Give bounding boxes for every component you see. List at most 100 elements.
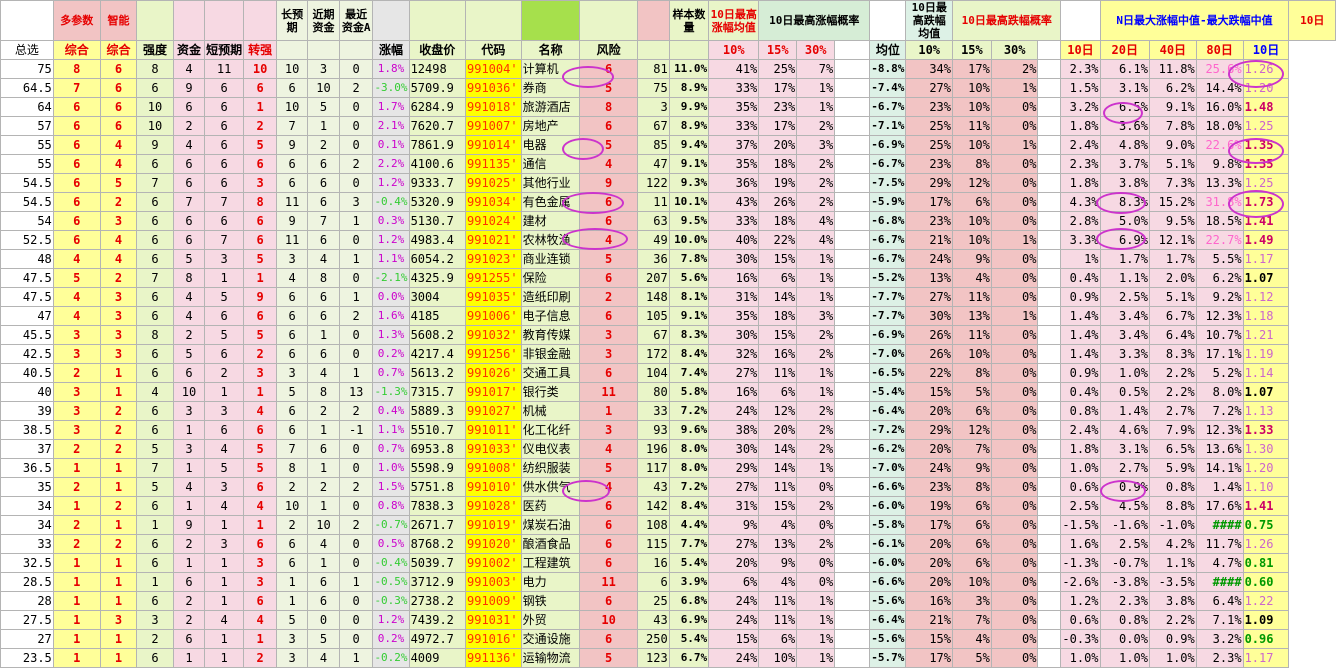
cell-n20: -0.7% bbox=[1099, 553, 1150, 573]
cell-r15: 4% bbox=[758, 572, 798, 592]
cell-long: 7 bbox=[276, 116, 309, 136]
cell-fund: 6 bbox=[172, 230, 206, 250]
cell-recent: 1 bbox=[307, 116, 340, 136]
cell-avg: 8.0% bbox=[668, 439, 710, 459]
cell-recent: 6 bbox=[307, 439, 340, 459]
table-row[interactable]: 39 3 2 6 3 3 4 6 2 2 0.4% 5889.3 991027' 机械 1 33 7.2% 24%… bbox=[0, 401, 1336, 421]
table-row[interactable]: 57 6 6 10 2 6 2 7 1 0 2.1% 7620.7 991007' 房地产 6 67 8.9% 3… bbox=[0, 116, 1336, 136]
cell-chg: 0.7% bbox=[372, 363, 410, 383]
cell-c2: 1 bbox=[99, 572, 138, 592]
table-row[interactable]: 34 1 2 6 1 4 4 10 1 0 0.8% 7838.3 991028' 医药 6 142 8.4% 3… bbox=[0, 496, 1336, 516]
cell-avg: 3.9% bbox=[668, 572, 710, 592]
table-row[interactable]: 45.5 3 3 8 2 5 5 6 1 0 1.3% 5608.2 991032' 教育传媒 3 67 8.3… bbox=[0, 325, 1336, 345]
table-row[interactable]: 64.5 7 6 6 9 6 6 6 10 2 -3.0% 5709.9 991036' 券商 5 75 8.9… bbox=[0, 78, 1336, 98]
table-row[interactable]: 47 4 3 6 4 6 6 6 6 2 1.6% 4185 991006' 电子信息 6 105 9.1% 35… bbox=[0, 306, 1336, 326]
cell-total: 75 bbox=[0, 59, 54, 79]
cell-recent: 2 bbox=[307, 401, 340, 421]
cell-fund: 2 bbox=[172, 534, 206, 554]
cell-c1: 6 bbox=[52, 211, 101, 231]
table-row[interactable]: 55 6 4 6 6 6 6 6 6 2 2.2% 4100.6 991135' 通信 4 47 9.1% 35%… bbox=[0, 154, 1336, 174]
cell-close: 5608.2 bbox=[408, 325, 467, 345]
cell-n10: 1.6% bbox=[1060, 534, 1101, 554]
table-row[interactable]: 75 8 6 8 4 11 10 10 3 0 1.8% 12498 991004' 计算机 6 81 11.0… bbox=[0, 59, 1336, 79]
table-row[interactable]: 33 2 2 6 2 3 6 6 4 0 0.5% 8768.2 991020' 酿酒食品 6 115 7.7%… bbox=[0, 534, 1336, 554]
table-row[interactable]: 47.5 5 2 7 8 1 1 4 8 0 -2.1% 4325.9 991255' 保险 6 207 5.6… bbox=[0, 268, 1336, 288]
cell-ra: 1 bbox=[338, 363, 374, 383]
cell-f30: 0% bbox=[990, 610, 1039, 630]
table-row[interactable]: 34 2 1 1 9 1 1 2 10 2 -0.7% 2671.7 991019' 煤炭石油 6 108 4.… bbox=[0, 515, 1336, 535]
cell-f30: 1% bbox=[990, 78, 1039, 98]
cell-fund: 6 bbox=[172, 211, 206, 231]
table-row[interactable]: 54 6 3 6 6 6 6 9 7 1 0.3% 5130.7 991024' 建材 6 63 9.5% 33%… bbox=[0, 211, 1336, 231]
table-row[interactable]: 47.5 4 3 6 4 5 9 6 6 1 0.0% 3004 991035' 造纸印刷 2 148 8.1%… bbox=[0, 287, 1336, 307]
cell-fund: 9 bbox=[172, 78, 206, 98]
header-rise-30: 30% bbox=[796, 40, 836, 60]
cell-ra: -1 bbox=[338, 420, 374, 440]
table-row[interactable]: 54.5 6 2 6 7 7 8 11 6 3 -0.4% 5320.9 991034' 有色金属 6 11 1… bbox=[0, 192, 1336, 212]
cell-n10: 2.3% bbox=[1060, 154, 1101, 174]
cell-fund: 1 bbox=[172, 553, 206, 573]
table-row[interactable]: 27 1 1 2 6 1 1 3 5 0 0.2% 4972.7 991016' 交通设施 6 250 5.4%… bbox=[0, 629, 1336, 649]
cell-c2: 4 bbox=[99, 154, 138, 174]
table-row[interactable]: 36.5 1 1 7 1 5 5 8 1 0 1.0% 5598.9 991008' 纺织服装 5 117 8.… bbox=[0, 458, 1336, 478]
cell-fund: 3 bbox=[172, 401, 206, 421]
cell-short: 4 bbox=[204, 610, 245, 630]
cell-recent: 5 bbox=[307, 629, 340, 649]
cell-last: 1.73 bbox=[1242, 192, 1290, 212]
table-row[interactable]: 28.5 1 1 1 6 1 3 1 6 1 -0.5% 3712.9 991003' 电力 11 6 3.9%… bbox=[0, 572, 1336, 592]
cell-recent: 6 bbox=[307, 572, 340, 592]
cell-c1: 3 bbox=[52, 401, 101, 421]
cell-chg: 0.2% bbox=[372, 344, 410, 364]
cell-risk: 3 bbox=[579, 344, 638, 364]
table-row[interactable]: 32.5 1 1 6 1 1 3 6 1 0 -0.4% 5039.7 991002' 工程建筑 6 16 5.… bbox=[0, 553, 1336, 573]
table-row[interactable]: 35 2 1 5 4 3 6 2 2 2 1.5% 5751.8 991010' 供水供气 4 43 7.2% 2… bbox=[0, 477, 1336, 497]
cell-total: 54.5 bbox=[0, 173, 54, 193]
table-row[interactable]: 54.5 6 5 7 6 6 3 6 6 0 1.2% 9333.7 991025' 其他行业 9 122 9.… bbox=[0, 173, 1336, 193]
cell-f30: 0% bbox=[990, 325, 1039, 345]
cell-avg: 9.9% bbox=[668, 97, 710, 117]
cell-chg: 0.8% bbox=[372, 496, 410, 516]
cell-ra: 2 bbox=[338, 306, 374, 326]
table-row[interactable]: 27.5 1 3 3 2 4 4 5 0 0 1.2% 7439.2 991031' 外贸 10 43 6.9%… bbox=[0, 610, 1336, 630]
cell-n10: -2.6% bbox=[1060, 572, 1101, 592]
cell-name: 其他行业 bbox=[520, 173, 581, 193]
table-row[interactable]: 40.5 2 1 6 6 2 3 3 4 1 0.7% 5613.2 991026' 交通工具 6 104 7.… bbox=[0, 363, 1336, 383]
cell-c1: 1 bbox=[52, 591, 101, 611]
table-row[interactable]: 48 4 4 6 5 3 5 3 4 1 1.1% 6054.2 991023' 商业连锁 5 36 7.8% 3… bbox=[0, 249, 1336, 269]
cell-c2: 6 bbox=[99, 97, 138, 117]
table-row[interactable]: 37 2 2 5 3 4 5 7 6 0 0.7% 6953.8 991033' 仪电仪表 4 196 8.0%… bbox=[0, 439, 1336, 459]
cell-long: 6 bbox=[276, 325, 309, 345]
cell-favg: -6.9% bbox=[869, 135, 907, 155]
cell-turn: 6 bbox=[243, 230, 278, 250]
table-row[interactable]: 40 3 1 4 10 1 1 5 8 13 -1.3% 7315.7 991017' 银行类 11 80 5.… bbox=[0, 382, 1336, 402]
cell-r30: 1% bbox=[796, 363, 836, 383]
cell-name: 房地产 bbox=[520, 116, 581, 136]
cell-favg: -6.7% bbox=[869, 97, 907, 117]
table-row[interactable]: 52.5 6 4 6 6 7 6 11 6 0 1.2% 4983.4 991021' 农林牧渔 4 49 10… bbox=[0, 230, 1336, 250]
table-row[interactable]: 28 1 1 6 2 1 6 1 6 0 -0.3% 2738.2 991009' 钢铁 6 25 6.8% 24… bbox=[0, 591, 1336, 611]
cell-recent: 1 bbox=[307, 458, 340, 478]
gap-cell bbox=[834, 325, 871, 345]
table-row[interactable]: 55 6 4 9 4 6 5 9 2 0 0.1% 7861.9 991014' 电器 5 85 9.4% 37%… bbox=[0, 135, 1336, 155]
cell-f15: 11% bbox=[952, 325, 992, 345]
cell-c1: 6 bbox=[52, 173, 101, 193]
cell-avg: 5.4% bbox=[668, 553, 710, 573]
gap-cell bbox=[1037, 325, 1062, 345]
cell-fund: 6 bbox=[172, 363, 206, 383]
cell-total: 47 bbox=[0, 306, 54, 326]
cell-strength: 6 bbox=[136, 154, 174, 174]
table-row[interactable]: 64 6 6 10 6 6 1 10 5 0 1.7% 6284.9 991018' 旅游酒店 8 3 9.9%… bbox=[0, 97, 1336, 117]
cell-strength: 2 bbox=[136, 629, 174, 649]
table-row[interactable]: 23.5 1 1 6 1 1 2 3 4 1 -0.2% 4009 991136' 运输物流 5 123 6.7… bbox=[0, 648, 1336, 668]
table-body: 75 8 6 8 4 11 10 10 3 0 1.8% 12498 991004' 计算机 6 81 11.0… bbox=[0, 59, 1336, 668]
cell-n10: 1.8% bbox=[1060, 116, 1101, 136]
table-row[interactable]: 42.5 3 3 6 5 6 2 6 6 0 0.2% 4217.4 991256' 非银金融 3 172 8.… bbox=[0, 344, 1336, 364]
table-row[interactable]: 38.5 3 2 6 1 6 6 6 1 -1 1.1% 5510.7 991011' 化工化纤 3 93 9.… bbox=[0, 420, 1336, 440]
cell-chg: 0.3% bbox=[372, 211, 410, 231]
cell-close: 4100.6 bbox=[408, 154, 467, 174]
cell-r30: 1% bbox=[796, 97, 836, 117]
cell-code: 991002' bbox=[465, 553, 522, 573]
cell-r15: 25% bbox=[758, 59, 798, 79]
cell-favg: -5.8% bbox=[869, 515, 907, 535]
cell-close: 7620.7 bbox=[408, 116, 467, 136]
